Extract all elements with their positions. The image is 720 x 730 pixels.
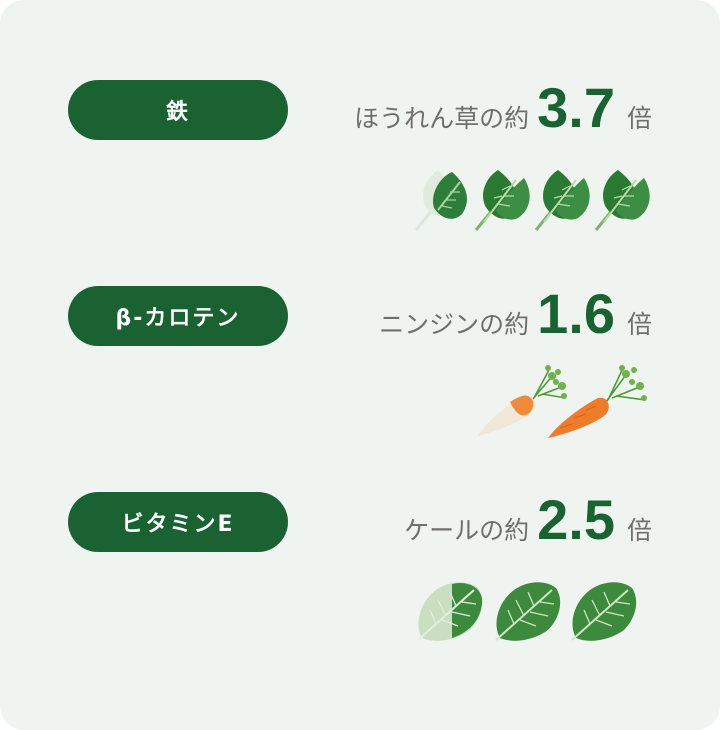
beta-carotene-comparison: ニンジンの約 1.6 倍 xyxy=(379,278,652,350)
iron-pill: 鉄 xyxy=(68,80,288,140)
iron-ratio-unit: 倍 xyxy=(626,104,652,133)
beta-carotene-ratio-unit: 倍 xyxy=(626,310,652,339)
beta-carotene-row: β-カロテン ニンジンの約 1.6 倍 xyxy=(0,282,720,446)
kale-icon xyxy=(566,580,642,644)
kale-icon xyxy=(412,580,488,644)
vitamin-e-row: ビタミンE ケールの約 2.5 倍 xyxy=(0,488,720,652)
vitamin-e-pill: ビタミンE xyxy=(68,492,288,552)
spinach-icon xyxy=(592,166,656,232)
spinach-icon xyxy=(412,166,476,232)
beta-carotene-comparison-label: ニンジンの約 xyxy=(379,310,530,339)
beta-carotene-ratio-value: 1.6 xyxy=(537,282,615,345)
spinach-icon xyxy=(472,166,536,232)
vitamin-e-ratio-unit: 倍 xyxy=(626,516,652,545)
beta-carotene-pill: β-カロテン xyxy=(68,286,288,346)
carrot-icon xyxy=(546,364,650,442)
vitamin-e-ratio-value: 2.5 xyxy=(537,488,615,551)
vitamin-e-comparison-label: ケールの約 xyxy=(404,516,530,545)
iron-ratio-value: 3.7 xyxy=(537,76,615,139)
kale-icon xyxy=(490,580,566,644)
carrot-icon xyxy=(476,364,570,440)
iron-row: 鉄 ほうれん草の約 3.7 倍 xyxy=(0,76,720,240)
vitamin-e-comparison: ケールの約 2.5 倍 xyxy=(404,484,652,556)
iron-comparison: ほうれん草の約 3.7 倍 xyxy=(354,72,652,144)
spinach-icon xyxy=(532,166,596,232)
iron-comparison-label: ほうれん草の約 xyxy=(354,104,530,133)
